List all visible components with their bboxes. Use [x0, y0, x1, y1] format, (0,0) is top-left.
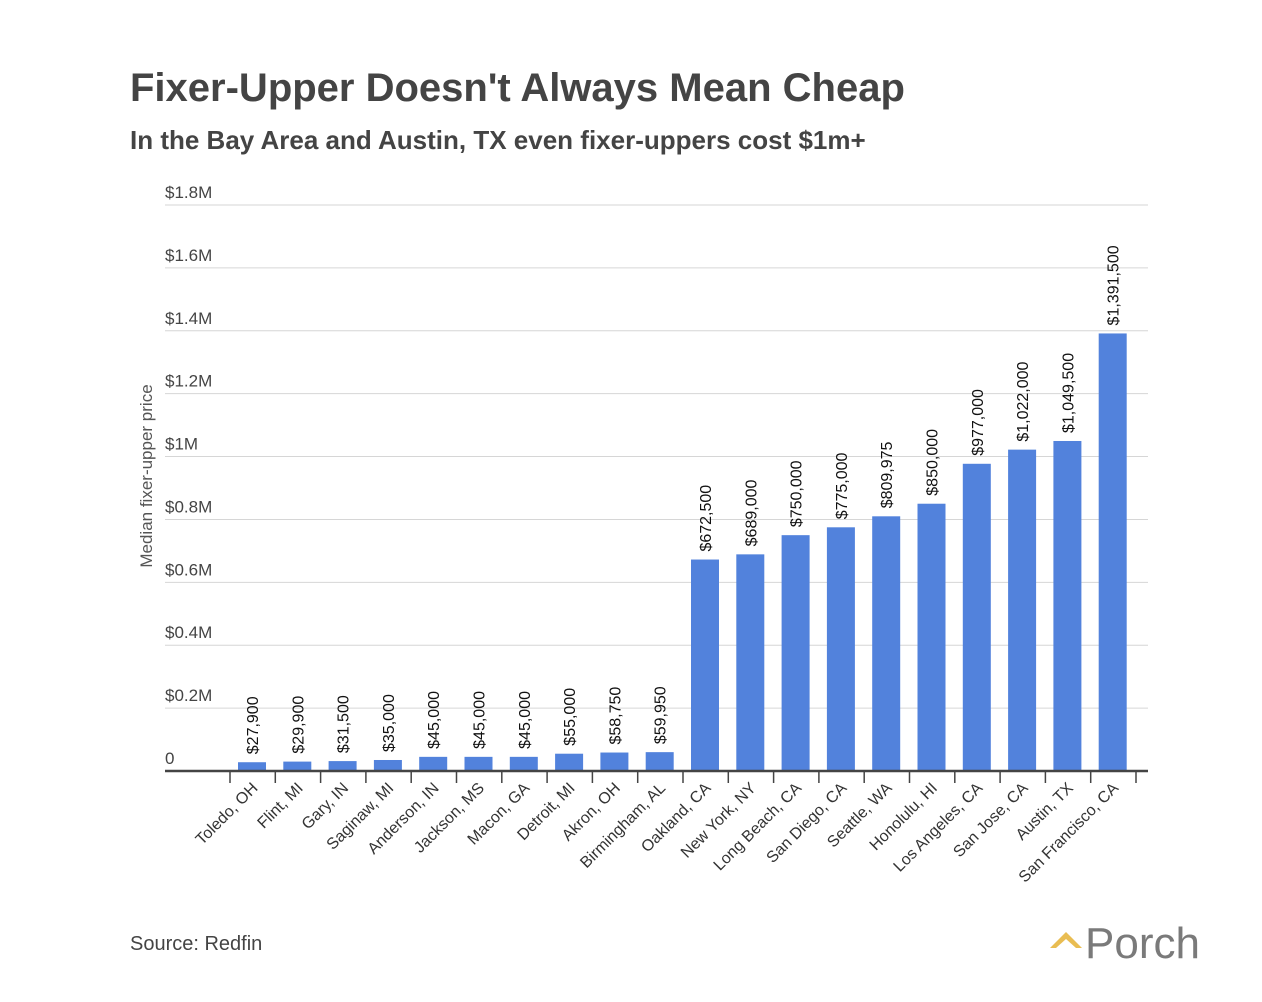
data-label: $750,000 — [789, 460, 806, 527]
data-label: $45,000 — [517, 691, 534, 749]
data-label: $1,022,000 — [1015, 361, 1032, 441]
bar — [781, 535, 810, 771]
bar — [872, 516, 901, 771]
bar — [283, 761, 312, 771]
data-label: $809,975 — [879, 441, 896, 508]
bar — [962, 463, 991, 771]
data-label: $27,900 — [245, 696, 262, 754]
source-note: Source: Redfin — [130, 933, 262, 955]
data-label: $45,000 — [426, 691, 443, 749]
data-label: $850,000 — [925, 429, 942, 496]
data-label: $689,000 — [743, 480, 760, 547]
data-label: $1,049,500 — [1060, 353, 1077, 433]
y-tick-label: $0.6M — [165, 560, 212, 579]
bar — [917, 503, 946, 771]
bar — [600, 752, 629, 771]
y-tick-label: $1.8M — [165, 183, 212, 202]
x-tick-label: San Diego, CA — [764, 780, 851, 867]
bar — [736, 554, 765, 771]
y-tick-label: $0.4M — [165, 623, 212, 642]
y-tick-label: 0 — [165, 749, 174, 768]
roof-icon — [1050, 932, 1082, 948]
bar — [238, 762, 266, 771]
data-label: $45,000 — [472, 691, 489, 749]
bar — [1053, 440, 1082, 771]
bar — [645, 752, 674, 771]
bar — [555, 753, 584, 771]
y-tick-label: $1.6M — [165, 246, 212, 265]
bar — [1098, 333, 1127, 771]
y-axis-label: Median fixer-upper price — [137, 384, 156, 567]
bar — [1008, 449, 1037, 771]
data-label: $35,000 — [381, 694, 398, 752]
y-tick-label: $0.8M — [165, 497, 212, 516]
bar — [373, 759, 402, 771]
data-label: $1,391,500 — [1106, 245, 1123, 325]
chart-subtitle: In the Bay Area and Austin, TX even fixe… — [130, 125, 866, 155]
y-tick-label: $1.2M — [165, 372, 212, 391]
data-label: $58,750 — [607, 687, 624, 745]
logo-text: Porch — [1085, 919, 1200, 968]
data-label: $55,000 — [562, 688, 579, 746]
data-label: $977,000 — [970, 389, 987, 456]
bar — [509, 756, 538, 771]
data-label: $31,500 — [336, 695, 353, 753]
bar — [419, 756, 448, 771]
data-label: $672,500 — [698, 485, 715, 552]
y-tick-label: $1M — [165, 435, 198, 454]
bar — [328, 761, 357, 771]
bar — [464, 756, 493, 771]
data-label: $775,000 — [834, 452, 851, 519]
x-tick-label: Flint, MI — [255, 780, 307, 832]
bar — [826, 527, 855, 771]
data-label: $29,900 — [290, 696, 307, 754]
porch-logo: Porch — [1050, 919, 1200, 968]
bar — [691, 559, 719, 771]
chart-title: Fixer-Upper Doesn't Always Mean Cheap — [130, 66, 905, 110]
x-tick-label: Toledo, OH — [193, 780, 262, 849]
y-tick-label: $1.4M — [165, 309, 212, 328]
y-tick-label: $0.2M — [165, 686, 212, 705]
data-label: $59,950 — [653, 686, 670, 744]
